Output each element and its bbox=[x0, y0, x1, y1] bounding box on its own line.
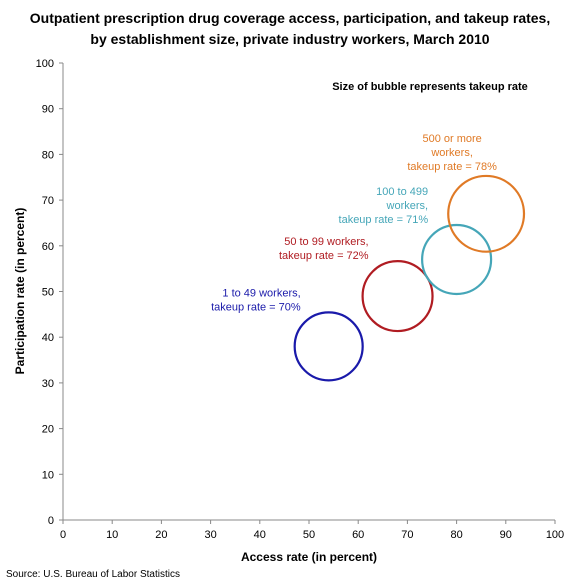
source-note: Source: U.S. Bureau of Labor Statistics bbox=[6, 569, 180, 580]
bubbles bbox=[293, 174, 526, 382]
y-tick-label: 90 bbox=[42, 104, 54, 116]
y-tick-label: 10 bbox=[42, 469, 54, 481]
bubble-label-line: takeup rate = 71% bbox=[339, 214, 429, 226]
bubble-1 bbox=[361, 259, 434, 333]
bubble-2 bbox=[421, 223, 493, 296]
x-tick-label: 90 bbox=[500, 529, 512, 541]
x-tick-label: 100 bbox=[546, 529, 564, 541]
bubble-label-0: 1 to 49 workers, takeup rate = 70% bbox=[211, 287, 301, 313]
bubble-label-2: 100 to 499 workers, takeup rate = 71% bbox=[339, 186, 429, 226]
y-tick-label: 80 bbox=[42, 149, 54, 161]
x-tick-label: 60 bbox=[352, 529, 364, 541]
y-tick-label: 30 bbox=[42, 378, 54, 390]
y-tick-label: 50 bbox=[42, 287, 54, 299]
y-tick-label: 0 bbox=[48, 515, 54, 527]
x-tick-label: 80 bbox=[450, 529, 462, 541]
bubble-label-line: workers, bbox=[386, 200, 429, 212]
x-tick-label: 20 bbox=[155, 529, 167, 541]
x-tick-label: 0 bbox=[60, 529, 66, 541]
x-tick-label: 10 bbox=[106, 529, 118, 541]
bubble-label-line: 50 to 99 workers, bbox=[284, 236, 368, 248]
bubble-labels: 1 to 49 workers, takeup rate = 70% 50 to 9… bbox=[211, 133, 497, 313]
x-tick-label: 40 bbox=[254, 529, 266, 541]
title-line-2: by establishment size, private industry … bbox=[90, 31, 489, 47]
bubble-label-line: workers, bbox=[430, 147, 473, 159]
x-tick-label: 50 bbox=[303, 529, 315, 541]
bubble-label-line: takeup rate = 70% bbox=[211, 301, 301, 313]
bubble-size-note: Size of bubble represents takeup rate bbox=[332, 81, 528, 93]
title-line-1: Outpatient prescription drug coverage ac… bbox=[30, 10, 550, 26]
x-tick-label: 70 bbox=[401, 529, 413, 541]
y-tick-label: 40 bbox=[42, 332, 54, 344]
bubble-label-3: 500 or more workers, takeup rate = 78% bbox=[407, 133, 497, 173]
x-axis-title: Access rate (in percent) bbox=[241, 550, 377, 564]
bubble-label-line: 100 to 499 bbox=[376, 186, 428, 198]
bubble-label-1: 50 to 99 workers, takeup rate = 72% bbox=[279, 236, 369, 262]
bubble-label-line: 1 to 49 workers, bbox=[222, 287, 300, 299]
y-tick-label: 100 bbox=[36, 58, 54, 70]
y-tick-label: 60 bbox=[42, 241, 54, 253]
bubble-0 bbox=[293, 311, 364, 382]
x-tick-label: 30 bbox=[204, 529, 216, 541]
y-tick-label: 20 bbox=[42, 424, 54, 436]
y-tick-label: 70 bbox=[42, 195, 54, 207]
x-ticks: 0 10 20 30 40 50 60 70 80 90 100 bbox=[60, 520, 564, 541]
chart-title: Outpatient prescription drug coverage ac… bbox=[30, 10, 550, 47]
bubble-label-line: takeup rate = 78% bbox=[407, 161, 497, 173]
y-ticks: 0 10 20 30 40 50 60 70 80 90 100 bbox=[36, 58, 63, 527]
bubble-label-line: takeup rate = 72% bbox=[279, 250, 369, 262]
y-axis-title: Participation rate (in percent) bbox=[13, 208, 27, 375]
bubble-3 bbox=[447, 174, 526, 253]
bubble-label-line: 500 or more bbox=[422, 133, 481, 145]
